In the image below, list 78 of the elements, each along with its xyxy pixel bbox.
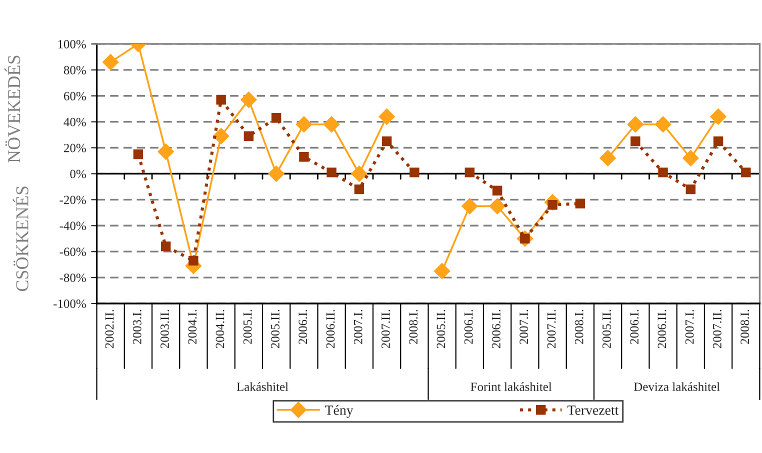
point	[627, 116, 644, 132]
point	[133, 149, 144, 160]
point	[354, 184, 364, 194]
y-tick-label: 20%	[64, 144, 86, 152]
y-tick-label: -80%	[60, 274, 86, 282]
point	[686, 184, 696, 194]
point	[434, 263, 450, 280]
legend-label: Tervezett	[567, 406, 619, 415]
text: Lakáshitel	[236, 382, 288, 391]
point	[382, 136, 392, 146]
point	[188, 256, 198, 266]
point	[271, 113, 282, 123]
text: CSÖKKENÉS	[12, 186, 28, 292]
x-tick-label: 2008.I.	[574, 310, 584, 344]
x-tick-label: 2002.II.	[105, 310, 114, 348]
point	[658, 168, 668, 178]
x-tick-label: 2006.I.	[464, 310, 473, 344]
x-tick-label: 2007.I.	[520, 310, 528, 344]
point	[240, 92, 257, 108]
x-tick-label: 2003.II.	[160, 310, 170, 348]
x-tick-label: 2005.II.	[436, 310, 446, 348]
point	[351, 166, 368, 182]
y-tick-label: 100%	[58, 40, 86, 48]
legend-label: Tény	[325, 405, 354, 418]
point	[410, 168, 420, 178]
point	[713, 136, 724, 146]
point	[216, 94, 226, 105]
text: Forint lakáshitel	[470, 382, 552, 391]
point	[489, 198, 506, 214]
x-tick-label: 2007.II.	[382, 310, 390, 348]
y-tick-label: -60%	[60, 248, 86, 256]
x-tick-label: 2005.II.	[602, 310, 611, 348]
x-tick-label: 2007.II.	[547, 310, 556, 348]
point	[296, 116, 312, 132]
x-tick-label: 2008.I.	[740, 310, 750, 344]
x-tick-label: 2005.I.	[243, 310, 252, 344]
x-tick-label: 2004.I.	[188, 310, 197, 344]
point	[741, 168, 751, 178]
point	[160, 242, 171, 252]
point	[492, 186, 502, 196]
point	[378, 108, 395, 125]
point	[324, 116, 340, 132]
point	[158, 144, 174, 160]
x-tick-label: 2007.I.	[685, 310, 694, 344]
point	[244, 131, 254, 141]
y-axis-title: NÖVEKEDÉS	[4, 56, 20, 162]
point	[654, 116, 672, 132]
text: Deviza lakáshitel	[634, 382, 720, 391]
point	[682, 150, 699, 166]
point	[326, 168, 336, 178]
y-tick-label: 80%	[64, 66, 86, 74]
point	[710, 108, 726, 125]
point	[600, 150, 616, 166]
x-tick-label: 2007.II.	[712, 310, 722, 348]
x-tick-label: 2006.I.	[630, 310, 639, 344]
point	[213, 128, 230, 144]
x-tick-label: 2006.II.	[492, 310, 500, 348]
x-tick-label: 2003.I.	[132, 310, 142, 344]
x-tick-label: 2006.I.	[298, 310, 308, 344]
x-tick-label: 2005.II.	[271, 310, 280, 348]
x-tick-label: 2006.II.	[326, 310, 335, 348]
y-tick-label: 0%	[70, 170, 86, 178]
y-tick-label: -100%	[54, 300, 86, 308]
point	[464, 168, 475, 178]
point	[102, 54, 119, 70]
point	[462, 198, 478, 214]
point	[268, 166, 284, 182]
point	[575, 198, 586, 208]
x-tick-label: 2008.I.	[409, 310, 418, 344]
y-tick-label: -40%	[60, 222, 86, 230]
x-tick-label: 2006.II.	[658, 310, 666, 348]
y-tick-label: 60%	[64, 92, 86, 100]
y-tick-label: 40%	[64, 118, 86, 126]
point	[299, 152, 309, 162]
x-tick-label: 2007.I.	[354, 310, 362, 344]
y-tick-label: -20%	[60, 196, 86, 204]
point	[630, 136, 640, 146]
x-tick-label: 2004.II.	[216, 310, 224, 348]
